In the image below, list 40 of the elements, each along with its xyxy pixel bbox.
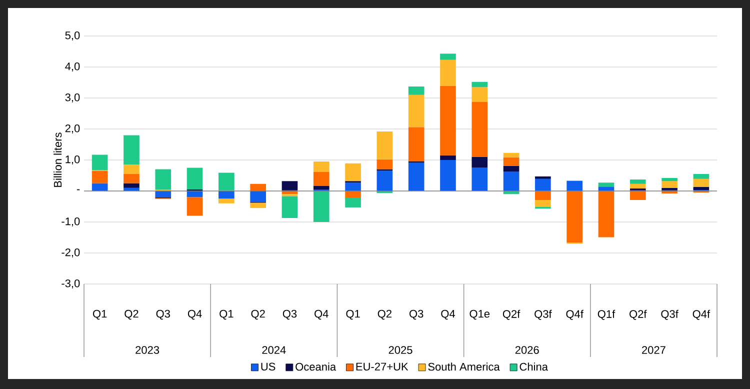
x-tick-label: Q3f xyxy=(661,310,678,320)
legend-label: South America xyxy=(428,362,500,371)
y-tick-label: 5,0 xyxy=(65,31,80,41)
text: 2023 xyxy=(136,346,160,354)
y-tick-label: 1,0 xyxy=(66,155,80,165)
x-tick-label: Q4 xyxy=(314,310,328,320)
x-tick-label: Q3f xyxy=(534,310,552,320)
y-tick-label: 4,0 xyxy=(65,62,80,72)
x-tick-label: Q3 xyxy=(156,310,170,320)
legend-label: Oceania xyxy=(296,362,336,371)
x-tick-label: Q4 xyxy=(441,310,455,320)
y-tick-label: 3,0 xyxy=(65,93,80,103)
text: 2025 xyxy=(388,346,412,354)
text: 2026 xyxy=(515,346,539,354)
legend-label: China xyxy=(520,362,548,371)
x-tick-label: Q3 xyxy=(282,310,297,320)
y-tick-label: -2,0 xyxy=(62,248,80,258)
x-tick-label: Q1f xyxy=(598,310,616,320)
x-tick-label: Q4f xyxy=(692,310,710,320)
x-tick-label: Q1 xyxy=(220,310,234,320)
y-tick-label: -3,0 xyxy=(62,279,80,289)
x-tick-label: Q2 xyxy=(251,310,265,320)
text: 2024 xyxy=(262,346,286,354)
x-tick-label: Q3 xyxy=(410,310,424,320)
x-tick-label: Q1e xyxy=(470,310,490,320)
x-tick-label: Q2f xyxy=(502,310,520,320)
x-tick-label: Q2 xyxy=(378,310,392,320)
text: 2027 xyxy=(642,346,666,354)
y-tick-label: - xyxy=(76,189,80,190)
x-tick-label: Q2f xyxy=(630,310,647,320)
legend-label: US xyxy=(261,362,276,371)
x-tick-label: Q2 xyxy=(124,310,138,320)
y-tick-label: 2,0 xyxy=(65,124,80,134)
x-tick-label: Q4f xyxy=(566,310,584,320)
x-tick-label: Q1 xyxy=(93,310,107,320)
legend-label: EU-27+UK xyxy=(356,362,408,371)
x-tick-label: Q4 xyxy=(188,310,202,320)
y-axis-title: Billion liters xyxy=(54,132,62,187)
y-tick-label: -1,0 xyxy=(62,217,80,227)
x-tick-label: Q1 xyxy=(346,310,360,320)
